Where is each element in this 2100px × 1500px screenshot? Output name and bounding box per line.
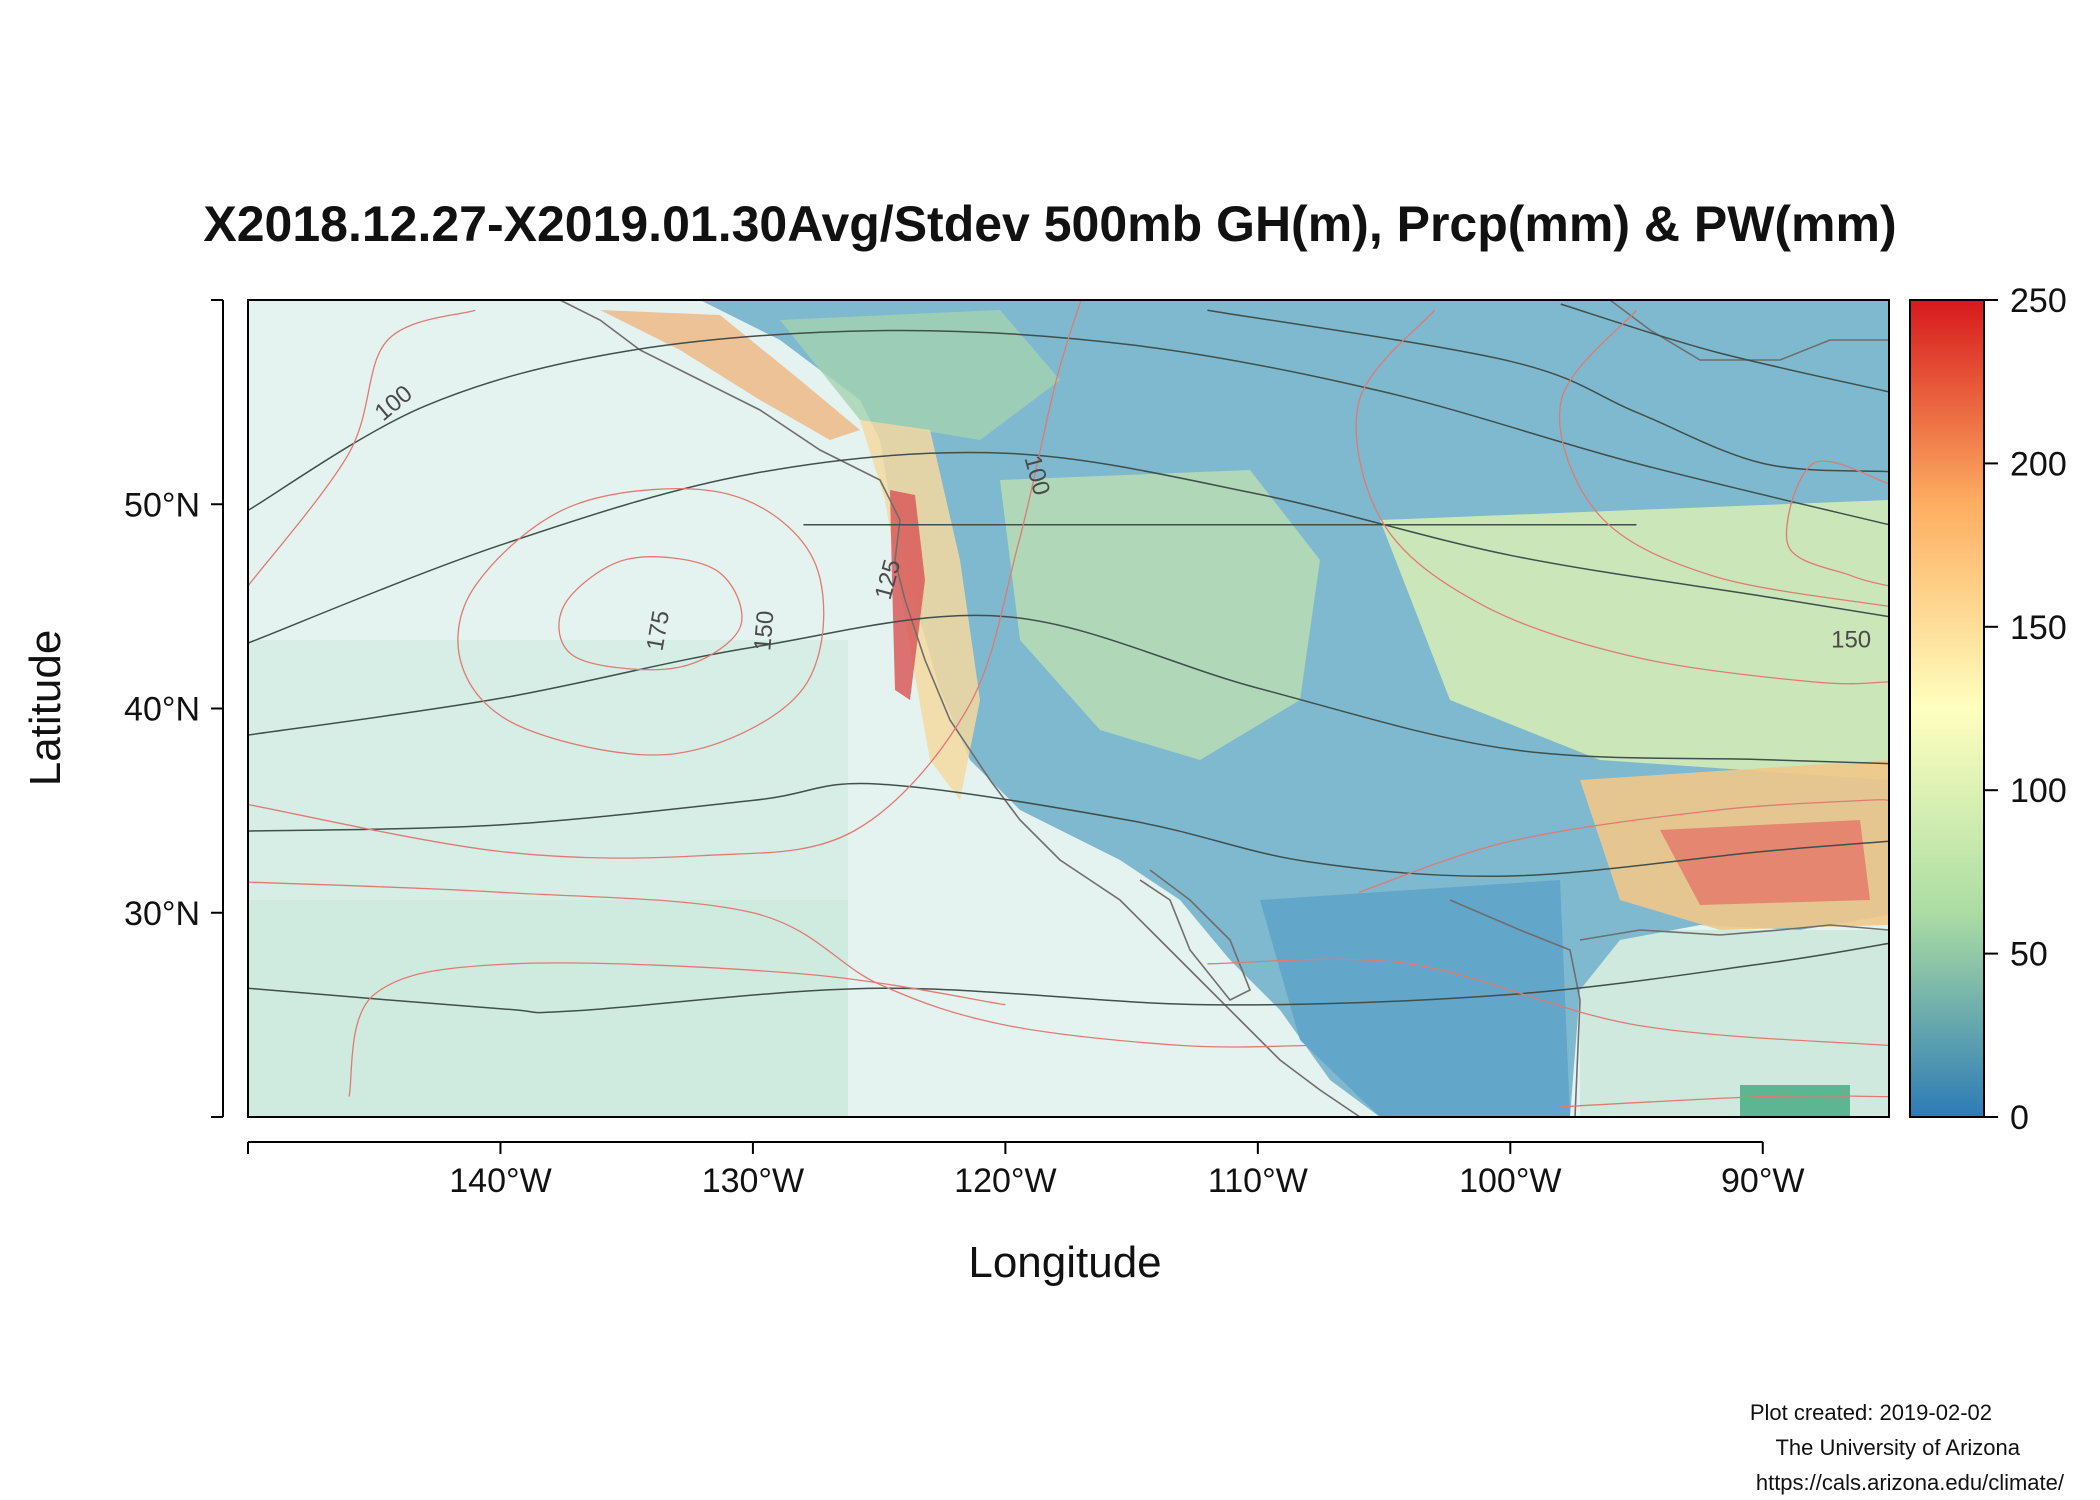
pw-contour-layer xyxy=(248,300,1889,1108)
colorbar-tick-label: 250 xyxy=(2010,282,2067,320)
gh-contour-line xyxy=(248,329,1889,526)
x-tick-label: 140°W xyxy=(449,1162,551,1200)
colorbar-tick-label: 150 xyxy=(2010,609,2067,647)
pw-contour-line xyxy=(558,556,743,671)
gh-contour-line xyxy=(248,451,1889,644)
x-tick-label: 110°W xyxy=(1208,1162,1308,1200)
ocean-band-south xyxy=(248,900,848,1117)
precip-patch-south-heavy xyxy=(1660,820,1870,905)
plot-frame xyxy=(247,299,1890,1118)
precip-patch-bc-coast xyxy=(600,310,860,440)
pw-contour-line xyxy=(248,881,1309,1048)
contour-label: 150 xyxy=(749,610,779,652)
pw-contour-line xyxy=(1559,309,1889,608)
precip-patch-mexico xyxy=(1260,880,1570,1117)
x-tick-label: 100°W xyxy=(1459,1162,1561,1200)
precip-patch-coast-heavy xyxy=(890,490,925,700)
y-tick-label: 40°N xyxy=(124,691,200,729)
precip-patch-rockies xyxy=(1000,470,1320,760)
x-tick-label: 130°W xyxy=(702,1162,804,1200)
gh-contour-line xyxy=(248,942,1889,1014)
footer-created: Plot created: 2019-02-02 xyxy=(1749,1400,1992,1425)
colorbar-tick-label: 50 xyxy=(2010,936,2048,974)
gh-contour-line xyxy=(248,782,1889,877)
pw-contour-line xyxy=(248,309,476,587)
x-axis-title: Longitude xyxy=(968,1238,1161,1287)
gh-contour-line xyxy=(1207,309,1889,473)
precip-patch-north xyxy=(780,310,1060,440)
colorbar xyxy=(1909,299,1985,1118)
precip-patch-yucatan xyxy=(1740,1085,1850,1117)
y-tick-label: 50°N xyxy=(124,486,200,524)
pw-contour-line xyxy=(457,488,825,756)
ocean-band-mid xyxy=(248,640,848,900)
gh-contour-line xyxy=(248,614,1889,765)
colorbar-ticks: 0 50 100 150 200 250 xyxy=(1984,282,2067,1137)
x-axis: 140°W 130°W 120°W 110°W 100°W 90°W xyxy=(247,1141,1805,1200)
pw-contour-line xyxy=(1560,1095,1889,1108)
x-tick-label: 90°W xyxy=(1721,1162,1805,1200)
colorbar-tick-label: 0 xyxy=(2010,1099,2029,1137)
gh-contour-line xyxy=(1560,303,1889,393)
gh-contour-layer xyxy=(248,303,1889,1014)
colorbar-tick-label: 200 xyxy=(2010,445,2067,483)
x-tick-label: 120°W xyxy=(954,1162,1056,1200)
land-mass xyxy=(700,300,1889,1117)
pw-contour-line xyxy=(348,962,1006,1097)
footer-organization: The University of Arizona xyxy=(1775,1435,2020,1460)
y-axis-title: Latitude xyxy=(21,630,70,787)
footer-url: https://cals.arizona.edu/climate/ xyxy=(1755,1470,2064,1495)
y-axis: 30°N 40°N 50°N xyxy=(124,299,224,1118)
pw-contour-line xyxy=(1355,309,1889,685)
chart-title: X2018.12.27-X2019.01.30Avg/Stdev 500mb G… xyxy=(203,196,1897,252)
precip-patch-plains xyxy=(1380,500,1889,780)
y-tick-label: 30°N xyxy=(124,895,200,933)
contour-label: 150 xyxy=(1831,626,1871,653)
pw-contour-line xyxy=(1785,460,1889,587)
coastline xyxy=(559,300,1889,1117)
colorbar-tick-label: 100 xyxy=(2010,772,2067,810)
pw-contour-line xyxy=(1358,799,1889,893)
pw-contour-line xyxy=(248,300,1082,859)
pw-contour-line xyxy=(1207,958,1889,1047)
